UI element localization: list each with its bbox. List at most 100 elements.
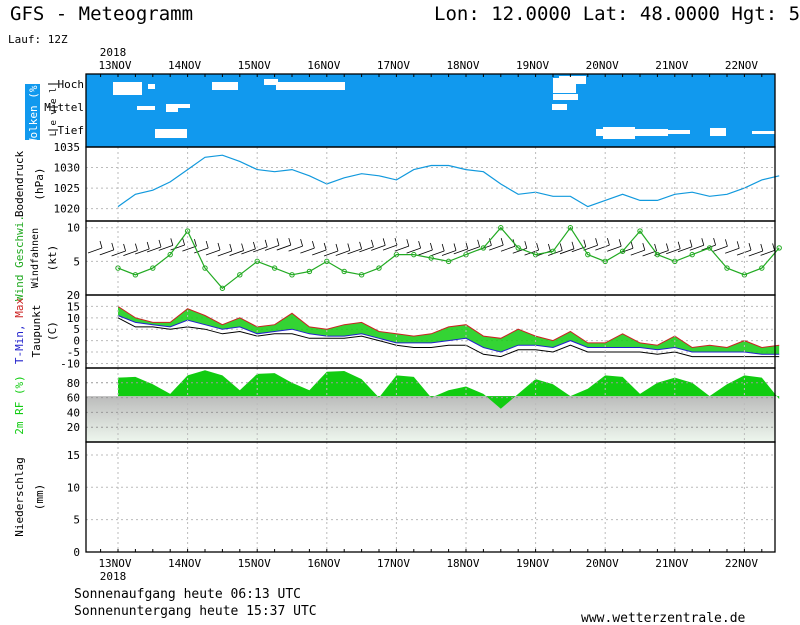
wind-barb-flag xyxy=(559,243,563,251)
wind-barb-flag xyxy=(583,239,587,247)
wind-barb-flag xyxy=(217,242,221,251)
wind-barb xyxy=(253,246,268,253)
cloud-level-label: Tief xyxy=(58,124,85,137)
wind-barb xyxy=(453,248,468,255)
wind-barb-flag xyxy=(618,239,622,247)
wind-barb-flag xyxy=(382,238,386,246)
wind-barb-flag xyxy=(418,241,421,249)
wind-speed-point xyxy=(480,245,487,251)
run-label: Lauf: 12Z xyxy=(8,33,68,46)
year-label-bottom: 2018 xyxy=(100,570,127,583)
wind-barb xyxy=(760,250,775,256)
pressure-tick-label: 1020 xyxy=(54,203,81,216)
wind-barb xyxy=(264,244,280,251)
wind-barb xyxy=(642,250,657,257)
wind-barb-flag xyxy=(477,239,480,247)
page-title: GFS - Meteogramm xyxy=(10,3,194,25)
wind-barb xyxy=(241,248,256,255)
date-label-bottom: 14NOV xyxy=(168,557,201,570)
wind-barb xyxy=(158,245,173,251)
wind-barb-flag xyxy=(111,242,115,251)
wind-barb xyxy=(205,249,221,256)
wind-speed-point xyxy=(254,258,260,265)
temp-tick-label: -5 xyxy=(67,346,80,359)
wind-barb-flag xyxy=(489,238,492,246)
precip-axis-label: Niederschlag xyxy=(13,457,26,536)
wind-barb-flag xyxy=(548,243,551,252)
cloud-label-bg xyxy=(25,84,40,140)
temp-tick-label: 15 xyxy=(67,300,80,313)
precip-tick-label: 10 xyxy=(67,481,80,494)
wind-barb-flag xyxy=(264,239,268,248)
wind-barb-flag xyxy=(170,238,174,246)
wind-unit-label: (kt) xyxy=(46,245,59,272)
precip-tick-label: 5 xyxy=(73,514,80,527)
wind-barb xyxy=(418,249,433,256)
rh-tick-label: 20 xyxy=(67,421,80,434)
wind-barb-flag xyxy=(536,242,539,251)
date-label-bottom: 21NOV xyxy=(655,557,688,570)
wind-axis-label: Wind Geschwi. xyxy=(13,215,26,301)
wind-barb xyxy=(99,249,114,256)
tmin-line xyxy=(117,315,780,355)
date-label-top: 13NOV xyxy=(98,59,131,72)
wind-barb-flag xyxy=(748,243,752,251)
wind-barb-flag xyxy=(312,240,315,249)
clear-sky-patch xyxy=(661,130,690,134)
date-label-top: 15NOV xyxy=(238,59,271,72)
date-label-bottom: 20NOV xyxy=(586,557,619,570)
rh-tick-label: 80 xyxy=(67,377,80,390)
wind-barb-flag xyxy=(276,238,280,246)
wind-barb xyxy=(123,250,138,256)
wind-barb xyxy=(312,249,327,256)
wind-speed-point xyxy=(619,248,626,254)
wind-barb xyxy=(170,244,185,251)
precip-tick-label: 0 xyxy=(73,546,80,559)
wind-barb-flag xyxy=(371,239,374,247)
wind-barb-flag xyxy=(689,239,693,247)
wind-barb-flag xyxy=(725,239,728,247)
sunset-text: Sonnenuntergang heute 15:37 UTC xyxy=(74,604,317,619)
wind-barb xyxy=(607,245,622,252)
panel-frame xyxy=(85,441,776,553)
wind-barb-flag xyxy=(146,241,150,250)
rh-area xyxy=(118,370,780,409)
wind-barb xyxy=(146,246,162,253)
wind-speed-point xyxy=(706,245,713,251)
wind-barb xyxy=(371,244,386,251)
wind-speed-point xyxy=(306,268,313,275)
wind-barb-flag xyxy=(335,243,339,252)
cloud-level-label: Mittel xyxy=(44,101,84,114)
dewpoint-line xyxy=(117,317,780,358)
wind-speed-point xyxy=(271,265,278,271)
date-label-bottom: 22NOV xyxy=(725,557,758,570)
wind-barb-flag xyxy=(253,241,256,250)
wind-speed-point xyxy=(759,265,765,271)
wind-barb-flag xyxy=(642,243,646,251)
clear-sky-patch xyxy=(113,82,142,95)
clear-sky-patch xyxy=(596,129,668,136)
wind-speed-point xyxy=(289,272,295,278)
date-label-top: 22NOV xyxy=(725,59,758,72)
date-label-top: 14NOV xyxy=(168,59,201,72)
wind-barb-flag xyxy=(406,239,410,247)
wind-speed-point xyxy=(637,228,643,234)
wind-barb xyxy=(217,250,232,257)
wind-barb-flag xyxy=(772,243,775,251)
wind-barb xyxy=(135,248,150,255)
wind-barb xyxy=(701,244,716,251)
wind-barb-flag xyxy=(666,243,669,251)
wind-barb xyxy=(182,245,197,252)
date-label-top: 21NOV xyxy=(655,59,688,72)
precip-unit-label: (mm) xyxy=(33,484,46,511)
wind-speed-point xyxy=(358,272,365,278)
wind-barb-flag xyxy=(654,243,657,252)
cloud-axis-label: Wolken (%) xyxy=(27,79,40,145)
wind-speed-point xyxy=(602,258,608,265)
location-info: Lon: 12.0000 Lat: 48.0000 Hgt: 5 xyxy=(434,3,800,25)
pressure-line xyxy=(117,154,780,208)
wind-speed-point xyxy=(132,272,139,278)
clear-sky-patch xyxy=(276,82,345,90)
clear-sky-patch xyxy=(264,79,278,85)
wind-speed-point xyxy=(376,265,382,271)
